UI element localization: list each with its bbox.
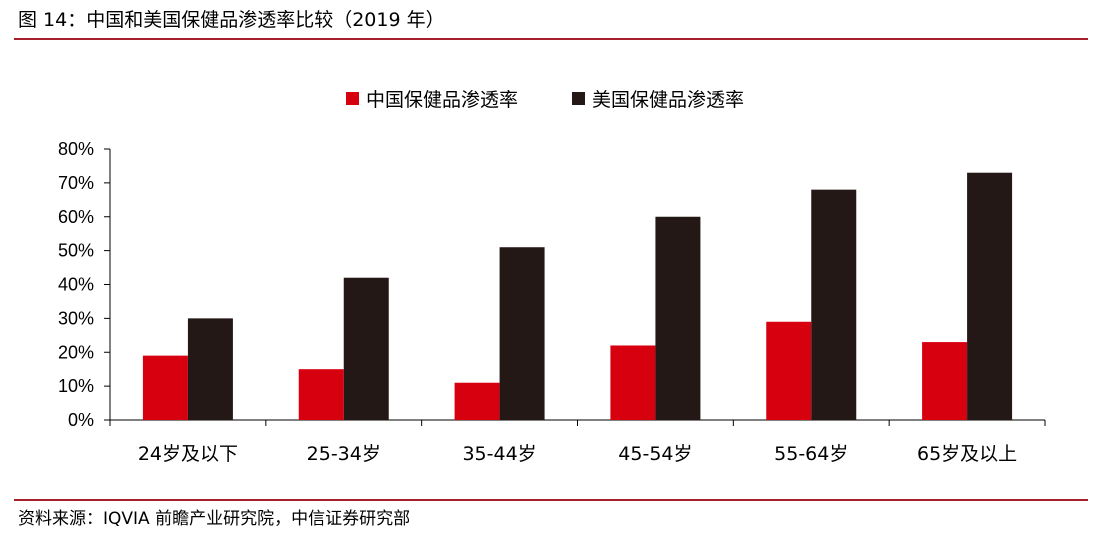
- bar-china: [142, 355, 188, 420]
- bar-usa: [343, 277, 389, 420]
- bar-china: [454, 382, 500, 420]
- bar-china: [766, 321, 812, 420]
- y-tick-label: 80%: [58, 139, 94, 159]
- bar-china: [610, 345, 656, 420]
- chart-legend: 中国保健品渗透率 美国保健品渗透率: [346, 89, 744, 111]
- bar-chart: 中国保健品渗透率 美国保健品渗透率 0% 10% 20% 30% 40% 50% 60% 70%…: [58, 89, 1046, 465]
- title-divider: [14, 38, 1088, 40]
- y-tick-label: 70%: [58, 173, 94, 193]
- x-tick-label: 45-54岁: [618, 443, 692, 465]
- figure-title: 图 14：中国和美国保健品渗透率比较（2019 年）: [18, 9, 445, 31]
- x-tick-label: 25-34岁: [307, 443, 381, 465]
- x-axis: 24岁及以下 25-34岁 35-44岁 45-54岁 55-64岁 65岁及以上: [109, 419, 1046, 465]
- legend-swatch: [346, 92, 359, 105]
- y-axis: 0% 10% 20% 30% 40% 50% 60% 70% 80%: [58, 139, 111, 430]
- x-tick-label: 55-64岁: [774, 443, 848, 465]
- bar-china: [922, 342, 968, 420]
- bar-usa: [499, 247, 545, 420]
- legend-label: 美国保健品渗透率: [592, 89, 744, 111]
- y-tick-label: 10%: [58, 376, 94, 396]
- bar-usa: [811, 189, 857, 420]
- bar-usa: [967, 172, 1013, 420]
- legend-label: 中国保健品渗透率: [366, 89, 518, 111]
- source-note: 资料来源：IQVIA 前瞻产业研究院，中信证券研究部: [18, 509, 411, 529]
- y-tick-label: 60%: [58, 207, 94, 227]
- y-tick-label: 40%: [58, 275, 94, 295]
- bars: [142, 172, 1013, 420]
- y-tick-label: 50%: [58, 241, 94, 261]
- source-divider: [14, 499, 1088, 501]
- x-tick-label: 65岁及以上: [917, 443, 1017, 465]
- bar-usa: [655, 216, 701, 420]
- legend-swatch: [572, 92, 585, 105]
- y-tick-label: 20%: [58, 342, 94, 362]
- bar-china: [298, 369, 344, 420]
- y-tick-label: 0%: [68, 410, 94, 430]
- y-tick-label: 30%: [58, 308, 94, 328]
- bar-usa: [187, 318, 233, 420]
- x-tick-label: 35-44岁: [462, 443, 536, 465]
- x-tick-label: 24岁及以下: [138, 443, 238, 465]
